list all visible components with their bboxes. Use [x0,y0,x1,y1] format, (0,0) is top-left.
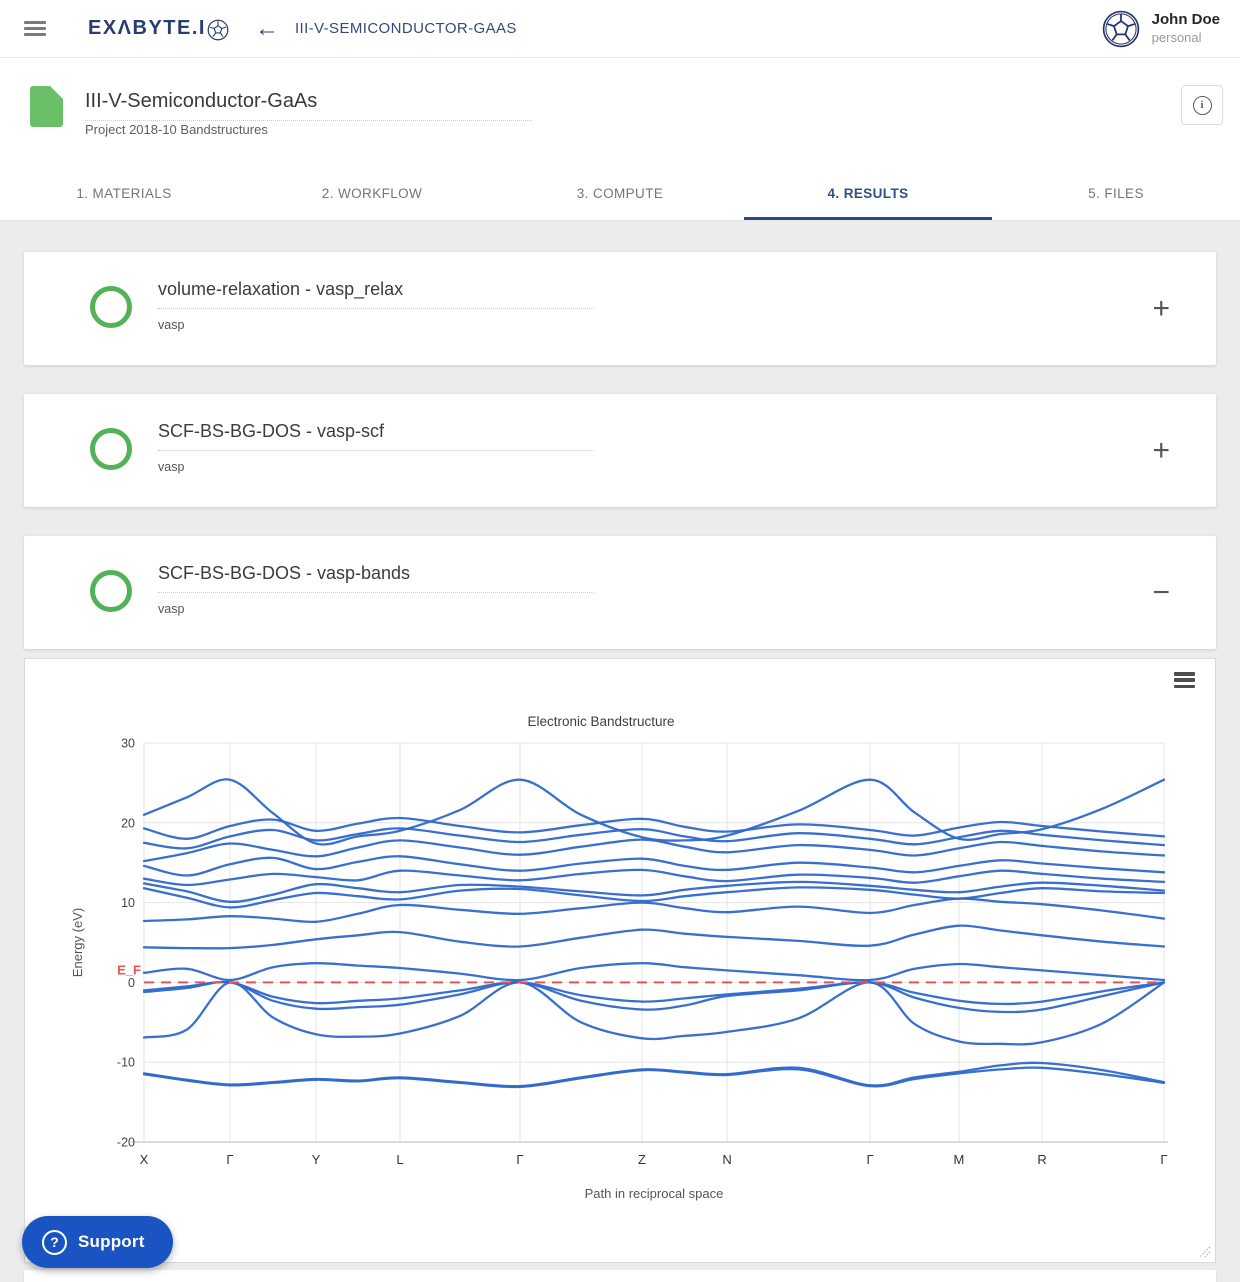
tab-materials[interactable]: 1. MATERIALS [76,185,172,201]
y-axis-title: Energy (eV) [70,908,85,977]
status-circle-icon [90,286,132,328]
x-tick-label: M [954,1152,965,1167]
user-name: John Doe [1151,11,1220,28]
avatar[interactable] [1102,10,1140,48]
result-card-vasp-relax: volume-relaxation - vasp_relax vasp + [24,252,1216,365]
band-line [142,827,1166,850]
band-line [142,924,1166,950]
hamburger-menu-icon[interactable] [24,21,46,36]
question-icon: ? [42,1229,67,1255]
y-tick-label: 30 [121,737,135,751]
result-card-vasp-bands: SCF-BS-BG-DOS - vasp-bands vasp − [24,536,1216,649]
top-navbar: EXΛBYTE.I ← III-V-SEMICONDUCTOR-GAAS Joh… [0,0,1240,58]
band-line [142,855,1166,877]
page-title: III-V-Semiconductor-GaAs [85,90,532,121]
tab-files[interactable]: 5. FILES [1088,185,1144,201]
next-card-edge [24,1270,1216,1282]
tab-workflow[interactable]: 2. WORKFLOW [321,185,423,201]
bandstructure-plot: 30 20 10 0 -10 -20 X Γ Y L Γ Z N Γ M R Γ Electronic Bands… [70,714,1168,1201]
result-card-vasp-scf: SCF-BS-BG-DOS - vasp-scf vasp + [24,394,1216,507]
unit-title: SCF-BS-BG-DOS - vasp-scf [158,421,594,451]
exabyte-logo[interactable]: EXΛBYTE.I [88,17,229,41]
support-button[interactable]: ? Support [22,1216,173,1268]
x-tick-label: X [140,1152,149,1167]
band-line [142,816,1166,840]
band-line [142,980,1166,1006]
unit-title: volume-relaxation - vasp_relax [158,279,594,309]
workflow-tabbar: 1. MATERIALS 2. WORKFLOW 3. COMPUTE 4. R… [0,169,1240,221]
y-tick-label: 0 [128,976,135,990]
bandstructure-chart-card: 30 20 10 0 -10 -20 X Γ Y L Γ Z N Γ M R Γ Electronic Bands… [24,658,1216,1263]
status-circle-icon [90,428,132,470]
tab-results[interactable]: 4. RESULTS [744,169,992,220]
unit-application: vasp [158,602,185,616]
band-line [142,981,1166,1046]
band-line [142,880,1166,903]
plot-menu-icon[interactable] [1174,672,1195,688]
resize-grip[interactable] [1199,1246,1211,1258]
chart-title: Electronic Bandstructure [527,714,674,729]
band-line [142,1061,1166,1088]
x-tick-label: L [396,1152,403,1167]
info-button[interactable]: i [1181,85,1223,125]
y-tick-label: -20 [117,1136,135,1150]
y-tick-label: -10 [117,1056,135,1070]
expand-plus-icon[interactable]: + [1152,433,1170,467]
x-tick-label: Γ [866,1152,873,1167]
page-subtitle: Project 2018-10 Bandstructures [85,122,268,137]
collapse-minus-icon[interactable]: − [1152,575,1170,609]
x-tick-label: Γ [226,1152,233,1167]
x-tick-label: Γ [516,1152,523,1167]
x-tick-label: Γ [1160,1152,1167,1167]
back-arrow-icon[interactable]: ← [254,14,279,42]
info-icon: i [1192,95,1212,115]
breadcrumb: III-V-SEMICONDUCTOR-GAAS [294,20,517,37]
band-line [142,897,1166,924]
y-tick-label: 20 [121,816,135,830]
fullerene-avatar-icon [1102,10,1139,47]
x-tick-label: R [1037,1152,1046,1167]
user-account: personal [1151,29,1202,45]
fullerene-logo-icon [207,19,229,40]
x-tick-label: Y [312,1152,321,1167]
unit-application: vasp [158,318,185,332]
band-line [142,980,1166,1014]
results-content: volume-relaxation - vasp_relax vasp + SC… [0,220,1240,1282]
band-line [142,778,1166,846]
band-line [142,838,1166,863]
unit-application: vasp [158,460,185,474]
band-line [142,886,1166,909]
status-circle-icon [90,570,132,612]
entity-header: III-V-Semiconductor-GaAs Project 2018-10… [0,57,1240,169]
y-tick-label: 10 [121,896,135,910]
tab-compute[interactable]: 3. COMPUTE [576,185,664,201]
logo-text: EXΛBYTE.I [88,17,206,39]
expand-plus-icon[interactable]: + [1152,291,1170,325]
support-label: Support [78,1232,145,1251]
band-line [142,962,1166,982]
x-tick-label: N [722,1152,731,1167]
file-icon [30,86,63,127]
fermi-level-label: E_F [117,962,141,977]
x-axis-title: Path in reciprocal space [585,1186,724,1201]
unit-title: SCF-BS-BG-DOS - vasp-bands [158,563,594,593]
band-line [142,868,1166,887]
x-tick-label: Z [638,1152,646,1167]
